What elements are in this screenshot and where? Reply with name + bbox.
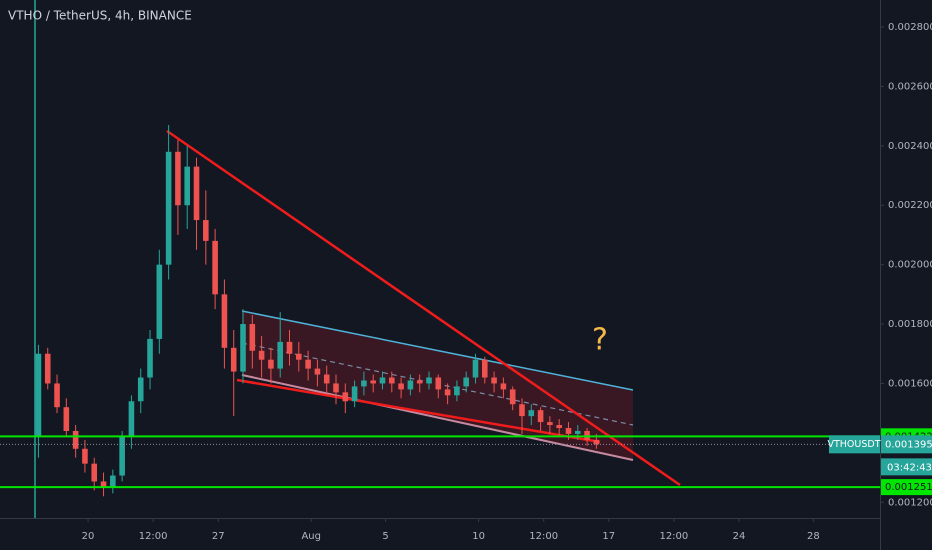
candle-body — [35, 353, 42, 437]
trend-line — [166, 129, 681, 487]
candle-body — [370, 380, 376, 384]
candle-body — [556, 425, 562, 429]
trend-line — [236, 378, 601, 444]
candle-body — [407, 380, 414, 390]
last-price-label: 0.001395 — [885, 439, 932, 450]
x-tick-label: 12:00 — [529, 531, 558, 542]
candle-body — [268, 359, 274, 369]
x-tick-label: Aug — [301, 531, 321, 542]
annotation: ? — [592, 323, 608, 358]
candle-body — [482, 359, 488, 378]
candle-body — [500, 383, 507, 390]
candle-body — [184, 166, 191, 206]
candle-body — [156, 264, 163, 339]
candle-body — [528, 410, 535, 417]
x-tick-label: 5 — [382, 531, 388, 542]
candle-body — [44, 353, 51, 384]
candle-body — [193, 166, 200, 221]
x-tick-label: 27 — [212, 531, 225, 542]
candle-body — [416, 380, 423, 384]
candle-body — [491, 377, 497, 384]
candle-body — [296, 353, 302, 360]
y-tick-label: 0.002800 — [888, 22, 932, 33]
x-tick-label: 17 — [602, 531, 615, 542]
candle-body — [63, 407, 70, 431]
candle-body — [137, 377, 144, 402]
candle-body — [147, 338, 153, 378]
candle-body — [574, 430, 581, 434]
y-tick-label: 0.001800 — [888, 319, 932, 330]
x-tick-label: 24 — [733, 531, 746, 542]
candle-body — [426, 377, 432, 384]
x-tick-label: 10 — [472, 531, 485, 542]
x-tick-label: 12:00 — [139, 531, 168, 542]
candle-body — [565, 428, 572, 434]
candle-body — [379, 377, 386, 384]
x-tick-label: 20 — [82, 531, 95, 542]
countdown-box — [881, 458, 932, 476]
candle-body — [333, 383, 339, 393]
drawings — [35, 125, 681, 497]
y-tick-label: 0.001200 — [888, 497, 932, 508]
candle-body — [323, 374, 330, 384]
candle-body — [212, 240, 218, 295]
candle-body — [72, 430, 79, 449]
countdown-label: 03:42:43 — [887, 462, 932, 473]
candle-body — [463, 377, 469, 387]
candle-body — [277, 341, 284, 369]
chart-title: VTHO / TetherUS, 4h, BINANCE — [8, 9, 192, 23]
candle-body — [286, 341, 293, 354]
candle-body — [342, 392, 349, 402]
candle-body — [258, 350, 265, 360]
candle-body — [454, 386, 460, 396]
candle-body — [230, 347, 237, 372]
candle-body — [314, 368, 321, 375]
candle-body — [119, 436, 125, 476]
candle-body — [361, 380, 367, 387]
x-tick-label: 28 — [807, 531, 820, 542]
candle-body — [537, 410, 544, 423]
candle-body — [128, 401, 135, 437]
candle-body — [249, 324, 256, 351]
channel-top — [241, 310, 634, 391]
candle-body — [435, 377, 442, 390]
y-tick-label: 0.002000 — [888, 260, 932, 271]
level-label: 0.001251 — [885, 482, 932, 493]
symbol-box — [829, 435, 880, 454]
candle-body — [398, 383, 404, 390]
candle-body — [472, 359, 479, 378]
candle-body — [203, 220, 209, 241]
candle-body — [100, 481, 107, 488]
candle-body — [165, 151, 172, 265]
y-tick-label: 0.001600 — [888, 378, 932, 389]
candle-body — [509, 389, 516, 405]
candle-body — [175, 151, 181, 206]
candle-body — [547, 422, 553, 426]
candle-body — [444, 389, 451, 396]
candle-body — [305, 359, 311, 369]
y-tick-label: 0.002400 — [888, 141, 932, 152]
y-tick-label: 0.002200 — [888, 200, 932, 211]
level-label-box — [881, 479, 932, 496]
candle-body — [351, 386, 358, 402]
candle-body — [221, 294, 228, 348]
candle-body — [54, 383, 60, 408]
x-tick-label: 12:00 — [659, 531, 688, 542]
candle-body — [110, 475, 116, 488]
candle-body — [82, 448, 88, 464]
candle-body — [593, 439, 600, 445]
y-tick-label: 0.002600 — [888, 81, 932, 92]
channel-bottom — [241, 374, 634, 461]
candle-body — [91, 463, 98, 482]
candle-body — [240, 324, 246, 372]
last-price-box — [881, 435, 932, 454]
symbol-label: VTHOUSDT — [827, 439, 880, 450]
candle-body — [519, 404, 525, 417]
candle-body — [389, 377, 395, 384]
